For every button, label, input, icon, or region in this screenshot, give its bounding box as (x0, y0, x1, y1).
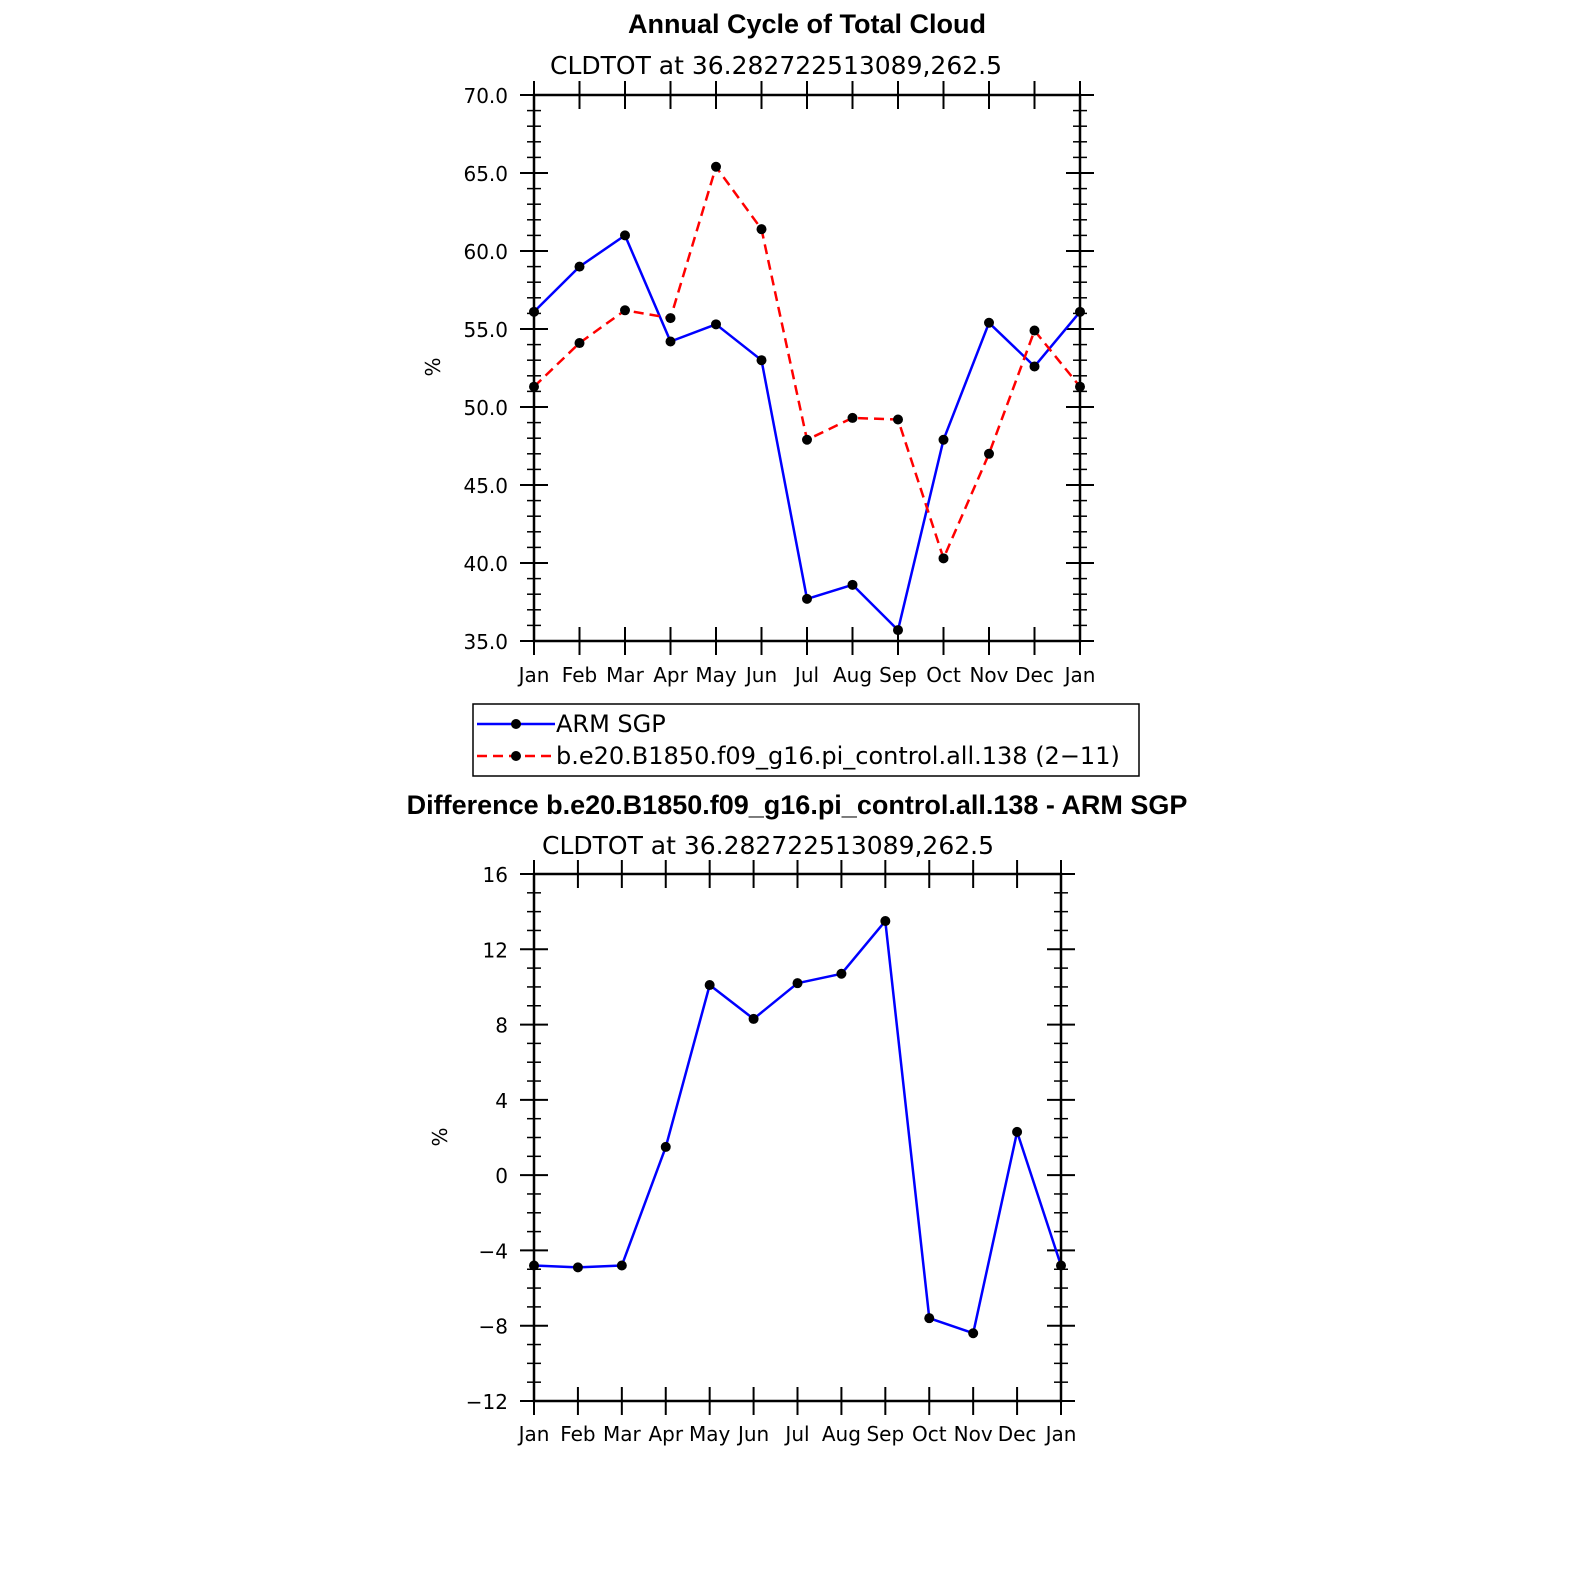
y-axis-label: % (428, 1127, 452, 1146)
x-tick-label: May (695, 663, 737, 687)
plot-frame (532, 872, 1063, 1403)
legend-marker-model (511, 751, 521, 761)
data-point-1 (756, 224, 767, 235)
legend-label-model: b.e20.B1850.f09_g16.pi_control.all.138 (… (556, 742, 1120, 770)
x-tick-label: Feb (562, 663, 597, 687)
legend-box (472, 703, 1140, 777)
y-tick-label: 16 (483, 863, 508, 887)
data-point-1 (1029, 325, 1040, 336)
y-tick-label: 12 (483, 938, 508, 962)
data-point-1 (620, 305, 630, 316)
data-point-1 (984, 448, 994, 459)
y-tick-label: 50.0 (463, 396, 508, 420)
legend-label-arm-sgp: ARM SGP (556, 710, 666, 738)
data-point-0 (802, 593, 812, 604)
data-point-0 (748, 1013, 759, 1024)
data-point-0 (704, 980, 715, 991)
y-tick-label: −8 (479, 1315, 508, 1339)
x-tick-label: Sep (866, 1422, 904, 1446)
data-point-1 (938, 553, 949, 564)
data-point-0 (880, 916, 891, 927)
x-tick-label: Apr (653, 663, 688, 687)
data-point-1 (574, 338, 585, 349)
chart-subtitle: CLDTOT at 36.282722513089,262.5 (550, 51, 1002, 80)
chart-title: Difference b.e20.B1850.f09_g16.pi_contro… (407, 790, 1188, 820)
x-tick-label: Aug (833, 663, 872, 687)
data-point-1 (893, 414, 903, 425)
data-point-0 (660, 1141, 671, 1152)
x-tick-label: Nov (969, 663, 1008, 687)
y-tick-label: 8 (495, 1014, 508, 1038)
x-tick-label: Dec (1015, 663, 1054, 687)
x-tick-label: Jan (517, 663, 550, 687)
data-point-0 (620, 230, 630, 241)
x-tick-label: Dec (998, 1422, 1037, 1446)
y-tick-label: 70.0 (463, 84, 508, 108)
y-axis-label: % (421, 357, 445, 376)
data-point-1 (802, 434, 812, 445)
data-point-0 (924, 1313, 935, 1324)
y-tick-label: 40.0 (463, 552, 508, 576)
x-tick-label: Nov (954, 1422, 993, 1446)
data-point-1 (847, 412, 858, 423)
x-tick-label: Jan (517, 1422, 550, 1446)
data-point-0 (665, 336, 676, 347)
y-tick-label: −4 (479, 1239, 508, 1263)
x-tick-label: Jun (736, 1422, 769, 1446)
data-point-0 (836, 968, 847, 979)
y-tick-label: 45.0 (463, 474, 508, 498)
x-tick-label: Apr (648, 1422, 683, 1446)
data-point-0 (711, 319, 721, 330)
x-tick-label: Mar (606, 663, 645, 687)
legend-marker-arm-sgp (511, 719, 521, 729)
y-tick-label: 35.0 (463, 630, 508, 654)
data-point-0 (847, 579, 858, 590)
x-tick-label: Oct (912, 1422, 947, 1446)
data-point-0 (968, 1328, 979, 1339)
data-point-0 (574, 261, 585, 272)
x-tick-label: Jun (744, 663, 777, 687)
x-tick-label: Jan (1063, 663, 1096, 687)
y-tick-label: 4 (495, 1089, 508, 1113)
y-tick-label: −12 (466, 1390, 508, 1414)
data-point-1 (711, 161, 721, 172)
data-point-0 (792, 978, 803, 989)
x-tick-label: Sep (879, 663, 917, 687)
y-tick-label: 60.0 (463, 240, 508, 264)
data-point-0 (572, 1262, 583, 1273)
x-tick-label: Jan (1044, 1422, 1077, 1446)
legend: ARM SGP b.e20.B1850.f09_g16.pi_control.a… (472, 703, 1140, 777)
data-point-0 (756, 355, 767, 366)
x-tick-label: Feb (560, 1422, 595, 1446)
y-tick-label: 55.0 (463, 318, 508, 342)
data-point-0 (893, 625, 903, 636)
difference-panel: Difference b.e20.B1850.f09_g16.pi_contro… (407, 790, 1188, 1446)
chart-subtitle: CLDTOT at 36.282722513089,262.5 (542, 831, 994, 860)
x-tick-label: Oct (926, 663, 961, 687)
x-tick-label: Mar (603, 1422, 642, 1446)
data-point-1 (665, 313, 676, 324)
data-point-0 (1012, 1126, 1023, 1137)
y-tick-label: 65.0 (463, 162, 508, 186)
x-tick-label: May (689, 1422, 731, 1446)
data-point-0 (1029, 361, 1040, 372)
data-point-0 (616, 1260, 627, 1271)
data-point-0 (938, 434, 949, 445)
plot-frame (532, 93, 1082, 643)
y-tick-label: 0 (495, 1164, 508, 1188)
x-tick-label: Jul (783, 1422, 809, 1446)
series-line-1 (533, 165, 1081, 560)
x-tick-label: Aug (822, 1422, 861, 1446)
chart-title: Annual Cycle of Total Cloud (628, 9, 986, 39)
data-point-0 (984, 317, 994, 328)
annual-cycle-panel: Annual Cycle of Total Cloud CLDTOT at 36… (421, 9, 1095, 687)
x-tick-label: Jul (793, 663, 819, 687)
